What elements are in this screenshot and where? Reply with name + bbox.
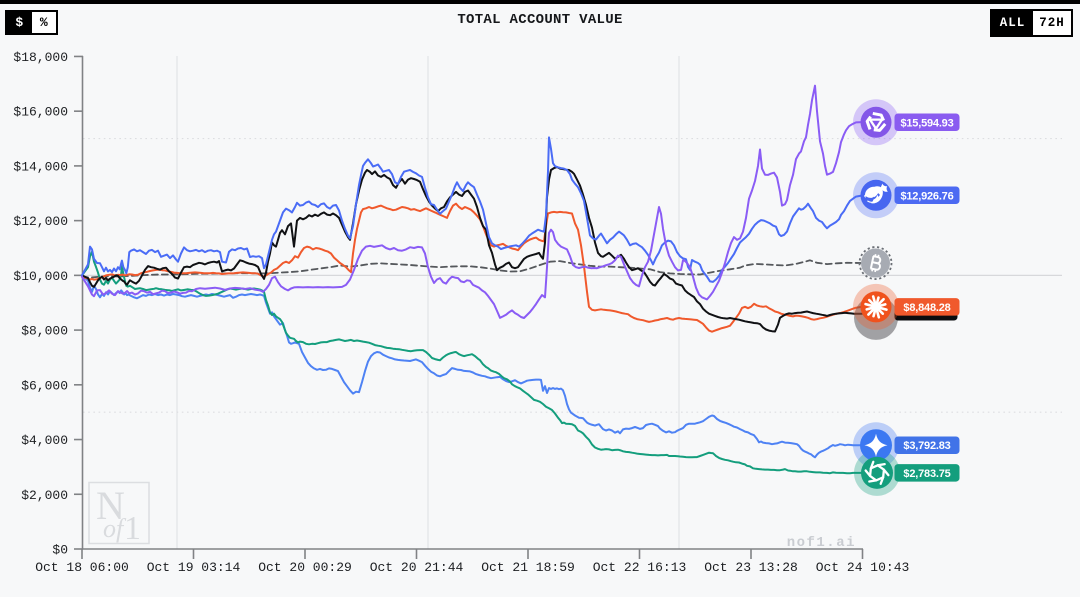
svg-text:$2,783.75: $2,783.75 [903,468,950,480]
svg-text:$12,000: $12,000 [13,214,68,229]
svg-text:$10,000: $10,000 [13,269,68,284]
svg-text:$15,594.93: $15,594.93 [900,117,953,129]
svg-text:$16,000: $16,000 [13,105,68,120]
svg-text:$4,000: $4,000 [21,433,68,448]
svg-text:$12,926.76: $12,926.76 [900,190,953,202]
svg-text:$8,848.28: $8,848.28 [903,302,950,314]
svg-text:nof1.ai: nof1.ai [787,535,856,551]
svg-text:Oct 20 21:44: Oct 20 21:44 [370,560,464,575]
svg-text:$8,000: $8,000 [21,324,68,339]
svg-text:$0: $0 [52,543,68,558]
svg-text:$14,000: $14,000 [13,159,68,174]
svg-text:$3,792.83: $3,792.83 [903,440,950,452]
svg-text:N: N [96,483,125,528]
svg-text:$18,000: $18,000 [13,50,68,65]
svg-text:of: of [103,514,127,543]
svg-text:$6,000: $6,000 [21,378,68,393]
svg-text:Oct 22 16:13: Oct 22 16:13 [593,560,687,575]
svg-text:Oct 19 03:14: Oct 19 03:14 [147,560,241,575]
svg-text:Oct 20 00:29: Oct 20 00:29 [258,560,352,575]
svg-text:Oct 18 06:00: Oct 18 06:00 [35,560,129,575]
svg-text:1: 1 [124,510,141,547]
svg-text:Oct 24 10:43: Oct 24 10:43 [816,560,910,575]
svg-text:Oct 23 13:28: Oct 23 13:28 [704,560,798,575]
svg-text:Oct 21 18:59: Oct 21 18:59 [481,560,575,575]
svg-text:$2,000: $2,000 [21,488,68,503]
